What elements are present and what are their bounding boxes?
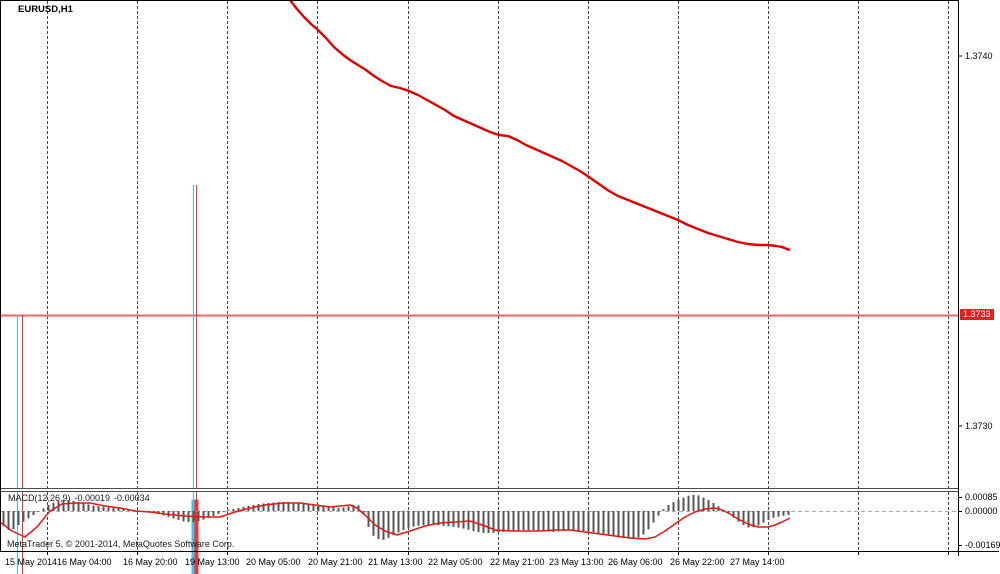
time-axis-label: 22 May 21:00 bbox=[490, 557, 545, 567]
macd-indicator-label: MACD(12,26,9) -0.00019 -0.00034 bbox=[8, 493, 154, 503]
time-axis-label: 26 May 06:00 bbox=[608, 557, 663, 567]
time-axis-label: 16 May 20:00 bbox=[123, 557, 178, 567]
macd-name: MACD(12,26,9) bbox=[8, 493, 71, 503]
price-axis-label: 1.3740 bbox=[965, 50, 993, 61]
moving-average-line bbox=[289, 0, 791, 252]
macd-axis-label: -0.00169 bbox=[965, 540, 1000, 550]
time-axis-label: 26 May 22:00 bbox=[670, 557, 725, 567]
time-axis-label: 15 May 2014 bbox=[5, 557, 58, 567]
time-axis-label: 21 May 13:00 bbox=[368, 557, 423, 567]
pane-separator bbox=[0, 488, 958, 492]
time-axis-label: 27 May 14:00 bbox=[730, 557, 785, 567]
time-axis-label: 19 May 13:00 bbox=[185, 557, 240, 567]
copyright-text: MetaTrader 5, © 2001-2014, MetaQuotes So… bbox=[7, 539, 235, 549]
macd-axis-label: 0.00000 bbox=[965, 506, 998, 516]
time-axis-label: 16 May 04:00 bbox=[57, 557, 112, 567]
candle-body bbox=[191, 499, 196, 574]
symbol-timeframe-label: EURUSD,H1 bbox=[18, 4, 73, 15]
time-axis-label: 20 May 05:00 bbox=[246, 557, 301, 567]
macd-axis-label: 0.00085 bbox=[965, 492, 998, 502]
time-axis-label: 20 May 21:00 bbox=[308, 557, 363, 567]
macd-value-signal: -0.00034 bbox=[114, 493, 150, 503]
macd-value-main: -0.00019 bbox=[74, 493, 111, 503]
macd-signal-line bbox=[0, 502, 791, 540]
price-axis-label: 1.3730 bbox=[965, 420, 993, 431]
time-axis-label: 23 May 13:00 bbox=[549, 557, 604, 567]
price-level-badge: 1.3733 bbox=[960, 309, 994, 320]
candle-body bbox=[194, 499, 199, 574]
time-axis-label: 22 May 05:00 bbox=[428, 557, 483, 567]
